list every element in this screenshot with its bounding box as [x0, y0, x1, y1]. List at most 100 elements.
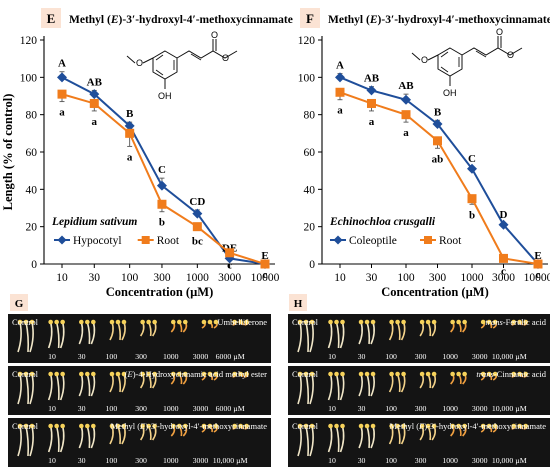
seed	[395, 423, 400, 429]
photo-tag-box	[10, 294, 28, 311]
significance-letter: C	[158, 164, 166, 176]
seed	[182, 371, 188, 377]
significance-letter: a	[337, 105, 343, 117]
concentration-label: 1000	[442, 404, 458, 413]
concentration-label: 10	[328, 404, 336, 413]
seed	[425, 319, 431, 325]
seedling	[297, 373, 302, 405]
compound-label: trans-Cinnamic acid	[476, 369, 546, 379]
significance-letter: E	[261, 250, 268, 262]
seed	[121, 371, 127, 377]
seed	[431, 423, 437, 429]
panel-tag-box	[41, 8, 61, 28]
concentration-label: 10	[48, 352, 56, 361]
seed	[517, 371, 522, 377]
seedling	[305, 425, 310, 457]
concentration-label: 300	[135, 456, 147, 465]
seed	[431, 319, 437, 325]
x-tick-label: 300	[429, 272, 447, 284]
seed	[401, 371, 406, 377]
seed	[146, 319, 151, 325]
seed	[121, 319, 127, 325]
x-tick-label: 10000	[524, 272, 550, 284]
seed	[297, 319, 303, 325]
data-point-coleoptile	[498, 219, 509, 230]
concentration-label: 300	[415, 456, 427, 465]
concentration-label: 30	[78, 404, 86, 413]
seed	[303, 371, 309, 377]
x-tick-label: 3000	[218, 272, 241, 284]
seedling	[305, 373, 310, 405]
seedling	[17, 373, 22, 405]
concentration-label: 10,000 µM	[492, 352, 527, 361]
compound-label: Methyl (E)-3′-hydroxyl-4′-methoxycinnama…	[390, 421, 547, 431]
chart-title: Methyl (E)-3′-hydroxyl-4′-methoxycinnama…	[69, 14, 293, 26]
seed	[523, 423, 528, 429]
seed	[232, 371, 237, 377]
seed	[182, 423, 188, 429]
significance-letter: E	[534, 250, 541, 262]
seed	[389, 423, 394, 429]
seed	[238, 423, 243, 429]
seed	[23, 423, 29, 429]
seed	[48, 371, 53, 377]
seed	[201, 319, 207, 325]
species-label: Lepidium sativum	[51, 216, 137, 228]
x-tick-label: 100	[121, 272, 139, 284]
significance-letter: c	[227, 260, 232, 272]
significance-letter: AB	[364, 73, 380, 85]
seed	[244, 423, 249, 429]
photo-strip: Control Methyl (E)-3′-hydroxyl-4′-methoxy…	[288, 418, 550, 467]
seed	[140, 423, 145, 429]
seed	[431, 371, 437, 377]
seed	[450, 423, 455, 429]
x-tick-label: 1000	[461, 272, 484, 284]
seed	[511, 371, 516, 377]
seedling	[297, 425, 302, 457]
panel-tag: E	[47, 11, 56, 26]
compound-label: Umbelliferone	[217, 317, 267, 327]
concentration-label: 1000	[442, 352, 458, 361]
seed	[370, 319, 376, 325]
seed	[523, 319, 528, 325]
seed	[17, 371, 23, 377]
seed	[395, 371, 400, 377]
seed	[79, 371, 84, 377]
seed	[201, 423, 207, 429]
seed	[517, 319, 522, 325]
significance-letter: a	[369, 116, 375, 128]
seed	[334, 319, 339, 325]
seed	[358, 319, 364, 325]
seed	[303, 319, 309, 325]
seed	[303, 423, 309, 429]
seedling	[309, 321, 314, 353]
seed	[176, 423, 182, 429]
significance-letter: AB	[398, 80, 414, 92]
seed	[152, 371, 157, 377]
seed	[170, 423, 176, 429]
photo-tag-box	[289, 294, 307, 311]
seed	[91, 423, 96, 429]
photo-strip: Control trans-Ferulic acid 10 30 100 300 1000 3…	[288, 314, 550, 363]
x-tick-label: 10	[334, 272, 346, 284]
seed	[152, 319, 157, 325]
x-tick-label: 10000	[251, 272, 280, 284]
data-point-coleoptile	[467, 163, 477, 174]
data-point-root	[335, 87, 345, 97]
svg-text:O: O	[421, 55, 428, 65]
significance-letter: c	[536, 269, 541, 281]
seed	[201, 371, 207, 377]
concentration-label: 3000	[472, 352, 488, 361]
seed	[91, 371, 96, 377]
control-label: Control	[12, 421, 39, 431]
seed	[480, 319, 486, 325]
concentration-label: 1000	[163, 352, 179, 361]
seed	[389, 371, 394, 377]
x-tick-label: 30	[89, 272, 101, 284]
data-point-root	[467, 194, 477, 204]
seed	[146, 371, 151, 377]
control-label: Control	[12, 369, 39, 379]
seed	[450, 371, 455, 377]
concentration-label: 10,000 µM	[492, 456, 527, 465]
concentration-label: 1000	[163, 456, 179, 465]
